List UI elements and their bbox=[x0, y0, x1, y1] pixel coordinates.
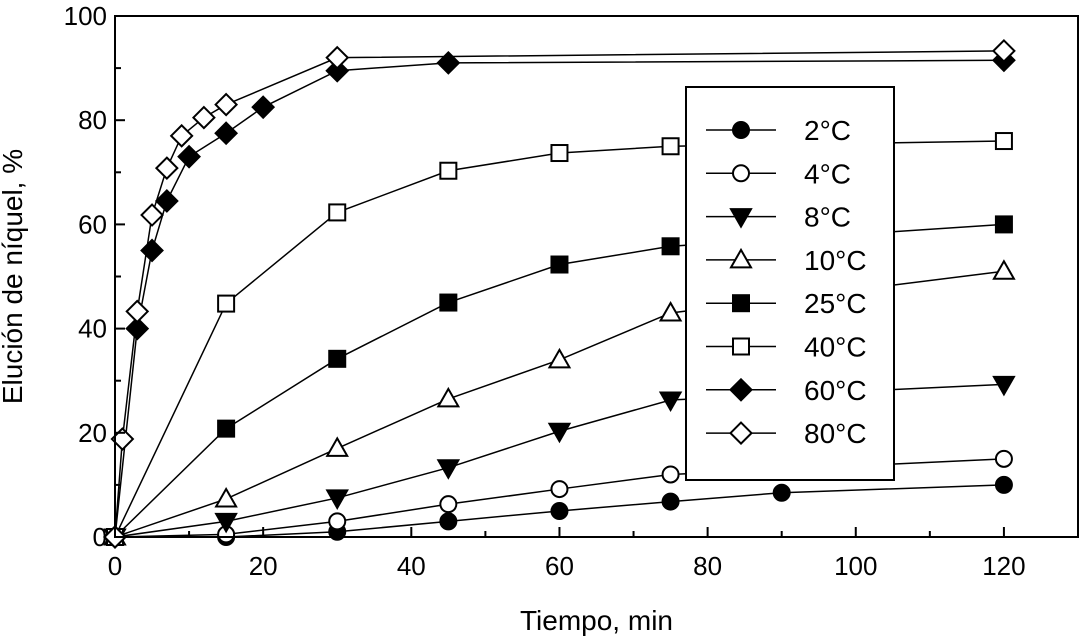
y-tick-label: 100 bbox=[64, 1, 107, 31]
data-point bbox=[661, 492, 680, 511]
data-point bbox=[439, 495, 458, 514]
y-tick-label: 80 bbox=[78, 105, 107, 135]
data-point bbox=[214, 92, 239, 117]
legend-label: 40°C bbox=[804, 332, 867, 363]
legend-label: 8°C bbox=[804, 202, 851, 233]
data-point bbox=[217, 419, 236, 438]
data-point bbox=[994, 132, 1013, 151]
data-point bbox=[992, 375, 1016, 397]
data-point bbox=[214, 512, 238, 534]
data-point bbox=[191, 105, 216, 130]
data-point bbox=[550, 255, 569, 274]
data-point bbox=[661, 237, 680, 256]
series-8Cc bbox=[103, 375, 1016, 550]
x-tick-label: 120 bbox=[982, 551, 1025, 581]
data-point bbox=[547, 422, 572, 444]
data-point bbox=[547, 347, 572, 369]
legend-box bbox=[685, 86, 895, 481]
data-point bbox=[251, 95, 276, 120]
data-point bbox=[439, 293, 458, 312]
legend-marker bbox=[729, 421, 753, 446]
legend-label: 80°C bbox=[804, 418, 867, 449]
legend-marker bbox=[729, 377, 753, 402]
data-point bbox=[140, 238, 164, 263]
data-point bbox=[436, 459, 461, 480]
legend-item: 4°C bbox=[706, 158, 851, 189]
data-point bbox=[439, 512, 458, 531]
data-point bbox=[328, 203, 347, 222]
legend-marker bbox=[729, 247, 753, 269]
data-point bbox=[154, 156, 179, 181]
legend-label: 10°C bbox=[804, 245, 867, 276]
series-25Cc bbox=[106, 215, 1013, 546]
data-point bbox=[217, 294, 236, 313]
data-point bbox=[328, 512, 347, 531]
data-point bbox=[214, 486, 238, 508]
x-axis-title: Tiempo, min bbox=[520, 605, 673, 636]
data-point bbox=[550, 501, 569, 520]
y-tick-label: 20 bbox=[78, 418, 107, 448]
legend-label: 4°C bbox=[804, 158, 851, 189]
x-tick-label: 80 bbox=[693, 551, 722, 581]
data-point bbox=[214, 121, 239, 146]
legend: 2°C 4°C 8°C 10°C 25°C 40°C 60°C 80°C bbox=[685, 86, 895, 481]
x-tick-label: 40 bbox=[397, 551, 426, 581]
data-point bbox=[140, 203, 164, 227]
data-point bbox=[994, 449, 1013, 468]
data-point bbox=[658, 391, 683, 412]
legend-label: 60°C bbox=[804, 375, 867, 406]
data-point bbox=[550, 144, 569, 163]
legend-label: 25°C bbox=[804, 288, 867, 319]
data-point bbox=[325, 45, 350, 70]
data-point bbox=[772, 483, 791, 502]
legend-item: 2°C bbox=[706, 115, 851, 146]
data-point bbox=[992, 259, 1016, 280]
legend-marker bbox=[732, 294, 750, 313]
series-line bbox=[114, 59, 1004, 538]
data-point bbox=[661, 137, 680, 156]
data-point bbox=[125, 299, 150, 324]
data-point bbox=[439, 161, 458, 180]
legend-marker bbox=[732, 337, 750, 356]
data-point bbox=[125, 316, 150, 341]
data-point bbox=[328, 349, 347, 368]
legend-item: 60°C bbox=[706, 375, 867, 406]
legend-item: 40°C bbox=[706, 332, 867, 363]
y-axis-title: Elución de níquel, % bbox=[0, 149, 28, 404]
data-point bbox=[994, 215, 1013, 234]
x-tick-label: 100 bbox=[834, 551, 877, 581]
data-point bbox=[550, 480, 569, 499]
data-point bbox=[325, 489, 349, 510]
x-tick-label: 0 bbox=[108, 551, 122, 581]
data-point bbox=[436, 386, 461, 408]
legend-marker bbox=[732, 121, 750, 139]
legend-marker bbox=[732, 164, 750, 183]
data-point bbox=[994, 475, 1013, 494]
legend-item: 25°C bbox=[706, 288, 867, 319]
series-line bbox=[114, 50, 1004, 538]
plot-series-layer bbox=[103, 38, 1016, 550]
x-tick-label: 60 bbox=[545, 551, 574, 581]
legend-label: 2°C bbox=[804, 115, 851, 146]
data-point bbox=[325, 58, 350, 83]
data-point bbox=[658, 300, 683, 322]
legend-item: 80°C bbox=[706, 418, 867, 449]
data-point bbox=[436, 50, 461, 75]
y-tick-label: 40 bbox=[78, 314, 107, 344]
x-tick-label: 20 bbox=[249, 551, 278, 581]
data-point bbox=[661, 465, 680, 484]
data-point bbox=[992, 38, 1016, 63]
legend-item: 8°C bbox=[706, 202, 851, 233]
legend-marker bbox=[729, 208, 753, 229]
axis-ticks: 0 20 40 60 80 100 120 0 20 40 60 80 100 bbox=[64, 1, 1026, 581]
data-point bbox=[154, 189, 179, 213]
y-tick-label: 0 bbox=[93, 522, 107, 552]
data-point bbox=[169, 123, 194, 148]
data-point bbox=[325, 436, 349, 457]
legend-item: 10°C bbox=[706, 245, 867, 276]
data-point bbox=[177, 144, 201, 169]
y-tick-label: 60 bbox=[78, 209, 107, 239]
